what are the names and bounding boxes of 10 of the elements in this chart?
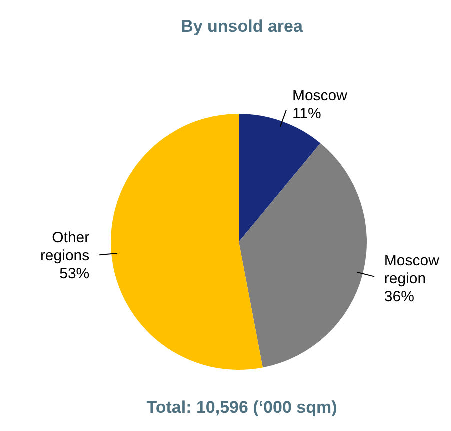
slice-label: Moscow — [292, 88, 348, 105]
chart-title: By unsold area — [181, 17, 304, 36]
data-label: 53% — [60, 266, 90, 283]
data-label: 11% — [292, 106, 322, 123]
slice-label: Moscow region — [384, 252, 440, 288]
pie-slice — [111, 114, 263, 370]
slice-label: Other regions — [40, 230, 90, 265]
data-label: 36% — [384, 288, 414, 306]
pie-slice — [239, 143, 367, 368]
text: Total: 10,596 (‘000 sqm) — [146, 398, 338, 417]
